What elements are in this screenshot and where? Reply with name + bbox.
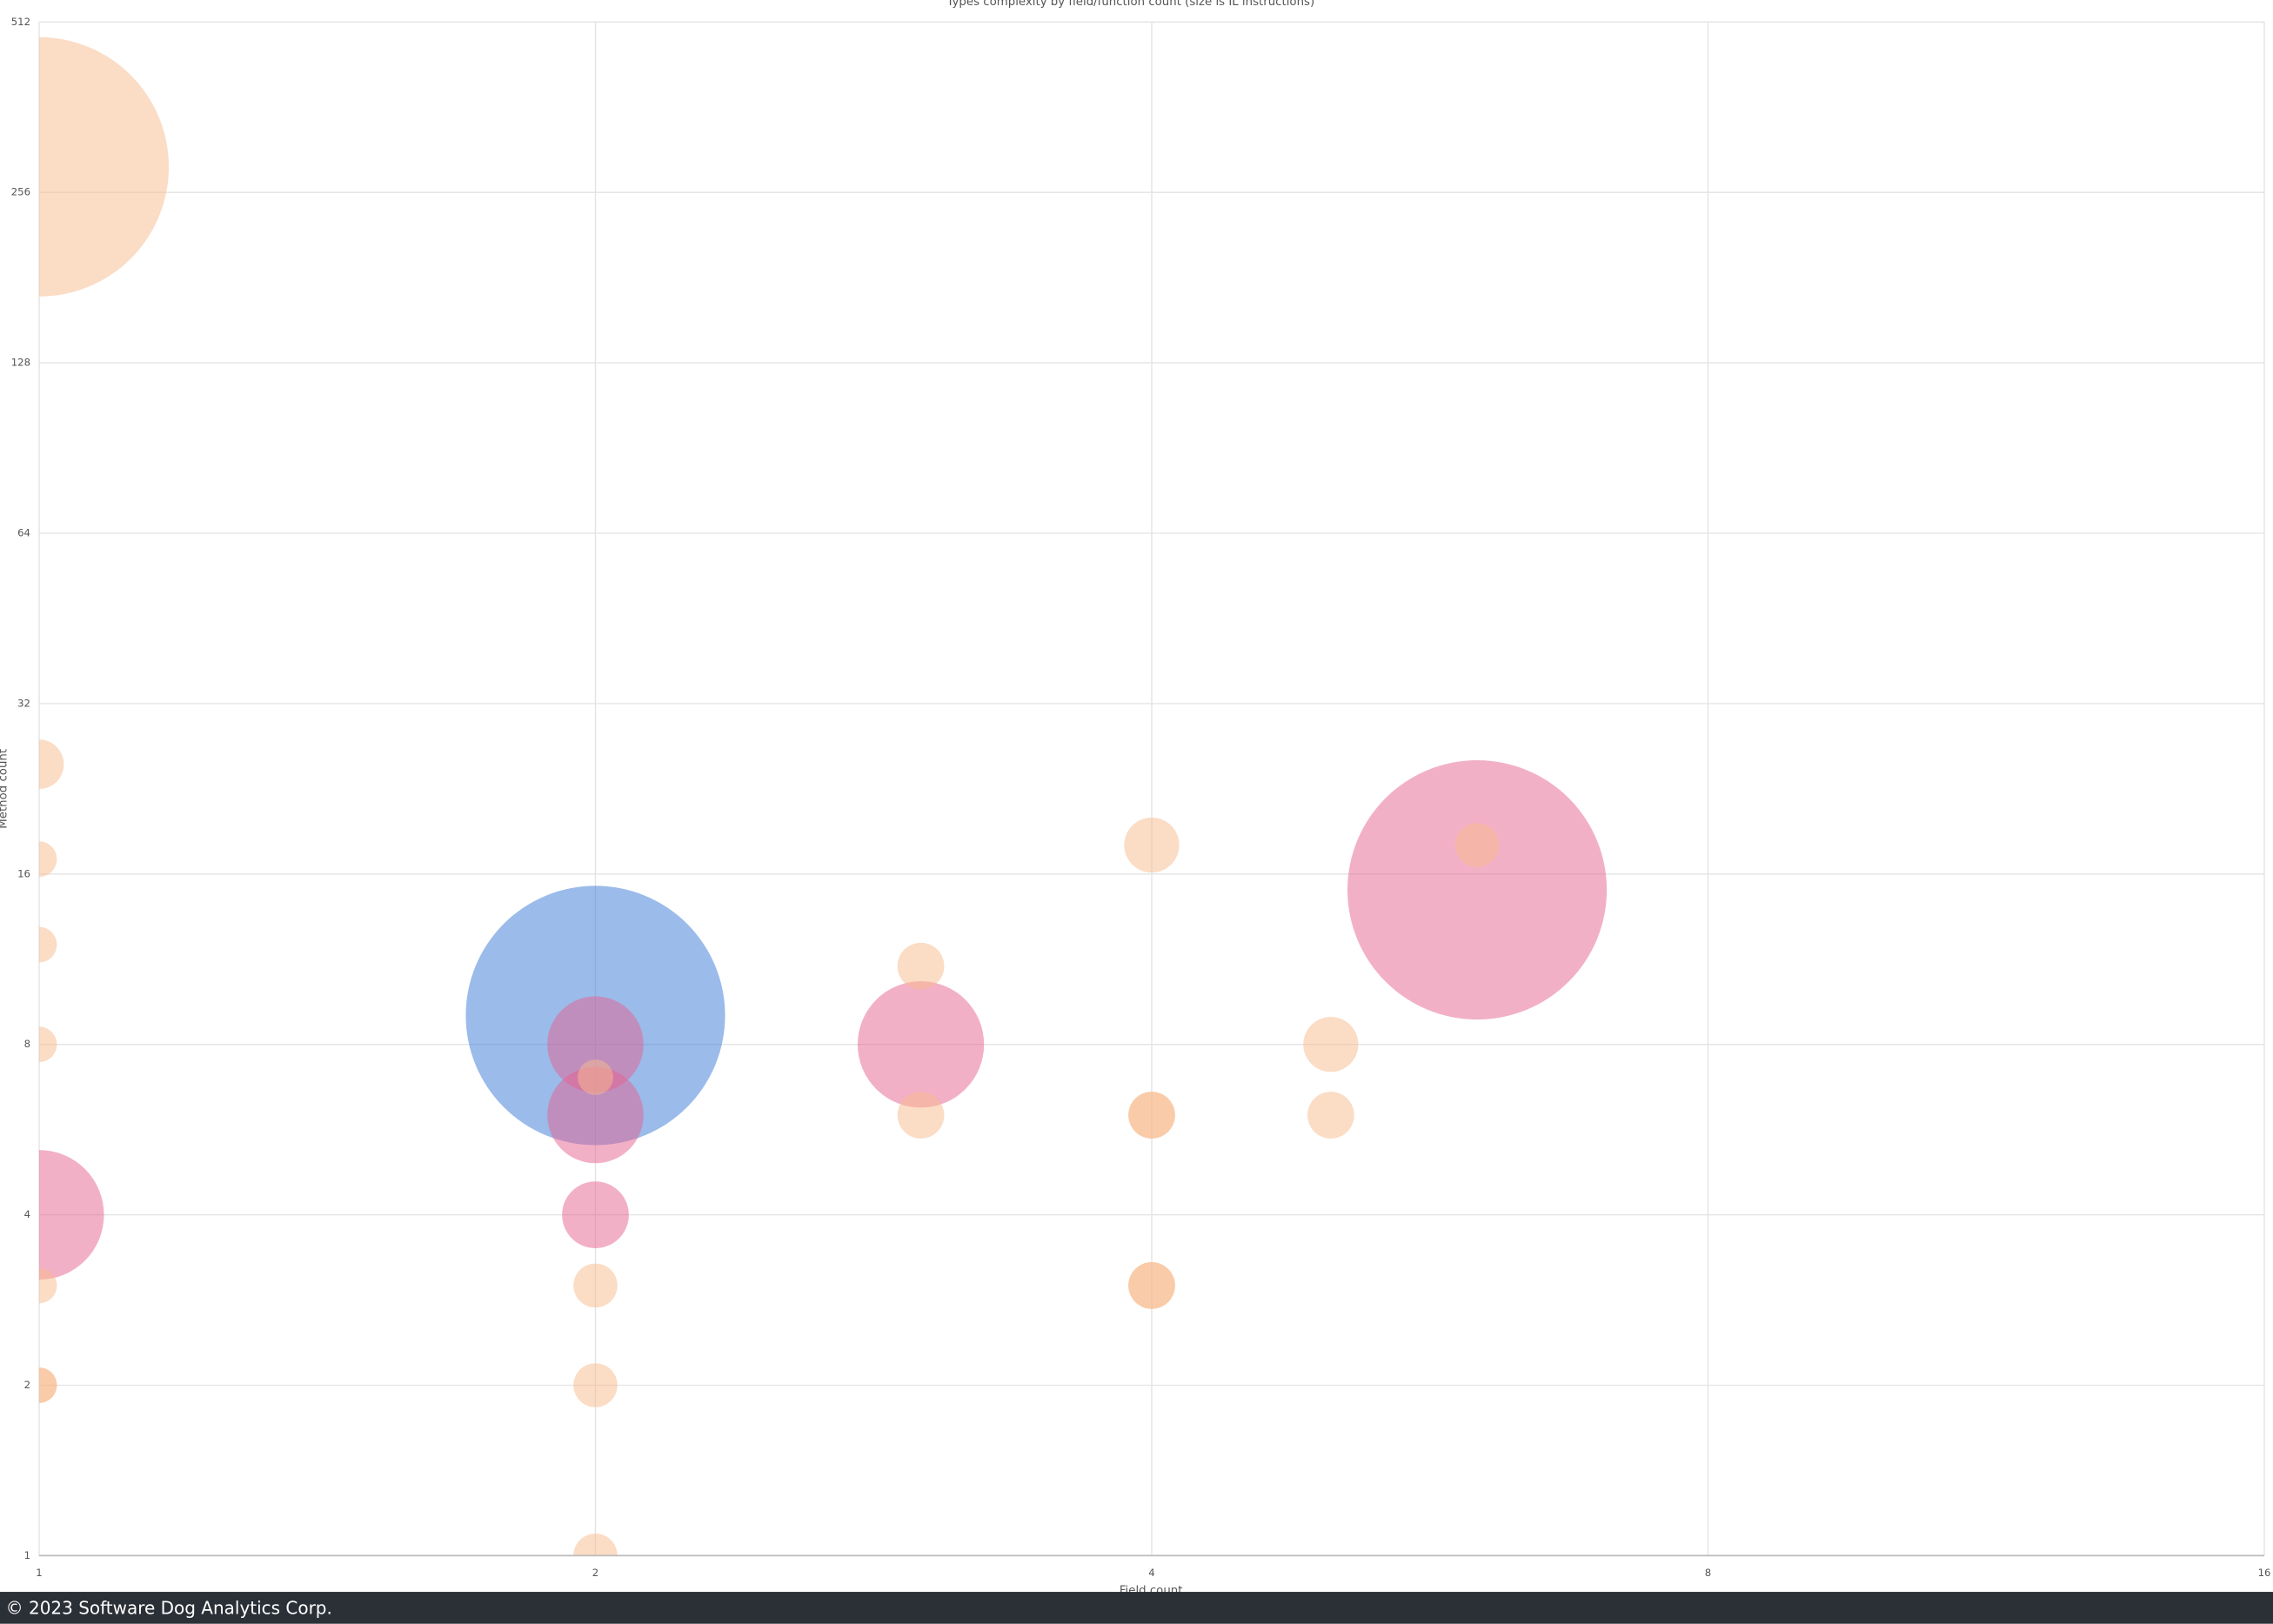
footer-bar <box>0 1592 2273 1624</box>
footer-text: © 2023 Software Dog Analytics Corp. <box>6 1598 332 1619</box>
bubble <box>1128 1092 1175 1139</box>
bubble <box>897 1092 945 1139</box>
chart-title: Types complexity by field/function count… <box>946 0 1314 9</box>
x-tick-label: 16 <box>2258 1567 2271 1579</box>
bubble <box>573 1363 618 1407</box>
bubble <box>38 1150 104 1280</box>
bubbles <box>38 37 1608 1556</box>
x-tick-label: 8 <box>1705 1567 1711 1579</box>
bubble <box>38 1267 57 1304</box>
bubble <box>38 37 170 297</box>
bubble <box>562 1181 629 1248</box>
y-tick-label: 16 <box>17 867 30 879</box>
y-tick-label: 512 <box>11 16 30 28</box>
bubble <box>857 981 985 1108</box>
bubble <box>573 1263 618 1308</box>
bubble <box>38 1026 57 1063</box>
bubble <box>578 1059 613 1095</box>
bubble <box>1128 1262 1175 1309</box>
y-tick-label: 256 <box>11 186 30 198</box>
bubble <box>1303 1017 1359 1073</box>
bubble <box>38 841 57 878</box>
bubble <box>547 996 644 1093</box>
bubble <box>38 926 57 963</box>
bubble <box>1347 759 1608 1020</box>
y-tick-label: 1 <box>24 1549 30 1561</box>
y-axis-label: Method count <box>0 749 10 829</box>
y-tick-label: 4 <box>24 1208 30 1220</box>
bubble <box>1124 817 1180 873</box>
bubble <box>38 1367 57 1403</box>
bubble <box>1454 823 1500 867</box>
y-tick-label: 128 <box>11 357 30 369</box>
y-tick-label: 64 <box>17 526 30 538</box>
bubble <box>897 942 945 990</box>
grid: 1 2 4 8 16 32 64 128 256 512 1 2 4 8 16 <box>11 16 2271 1579</box>
bubble <box>1307 1092 1354 1139</box>
y-tick-label: 32 <box>17 697 30 709</box>
x-tick-label: 2 <box>592 1567 598 1579</box>
y-tick-label: 2 <box>24 1379 30 1391</box>
bubble <box>547 1066 644 1164</box>
bubble <box>573 1534 618 1556</box>
bubble <box>38 739 64 790</box>
y-tick-label: 8 <box>24 1038 30 1050</box>
x-tick-label: 4 <box>1148 1567 1154 1579</box>
x-tick-label: 1 <box>36 1567 42 1579</box>
